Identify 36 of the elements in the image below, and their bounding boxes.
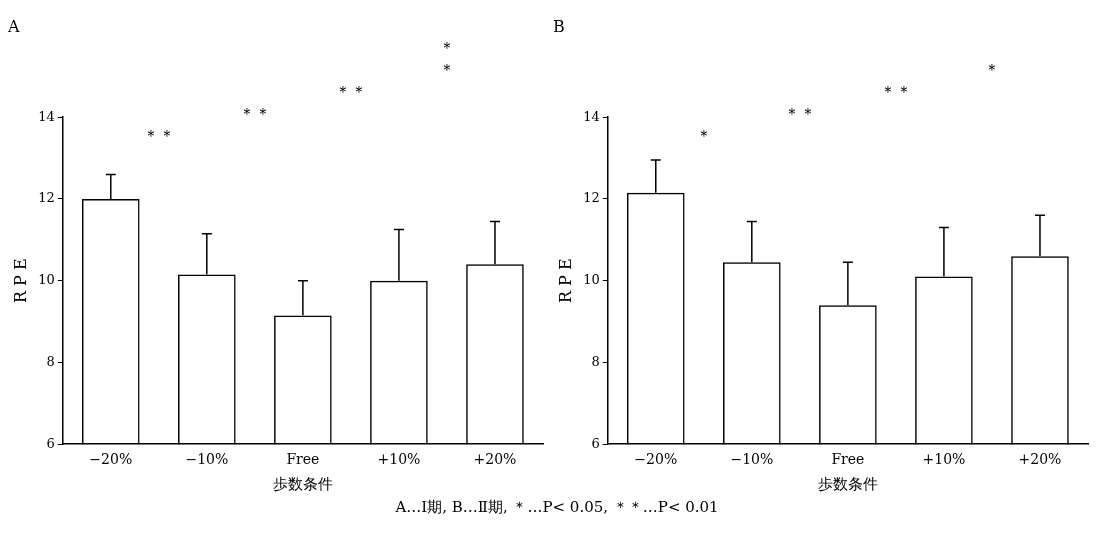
x-axis-title: 歩数条件: [272, 474, 333, 493]
text: ＊: [438, 38, 455, 58]
x-tick-label: +20%: [473, 451, 517, 468]
annotation: ＊: [695, 126, 712, 146]
y-tick-label: 8: [591, 353, 600, 369]
x-tick-label: −10%: [185, 451, 229, 468]
y-tick-label: 6: [46, 435, 55, 451]
annotation: ＊＊: [238, 104, 271, 124]
chart-title: B: [553, 16, 565, 36]
x-tick-label: −10%: [730, 451, 774, 468]
y-tick-label: 14: [583, 108, 600, 124]
y-tick-label: 8: [46, 353, 55, 369]
text: ＊＊: [334, 82, 367, 102]
x-tick-label: +10%: [377, 451, 421, 468]
x-tick-label: Free: [286, 451, 320, 468]
annotation: ＊＊: [783, 104, 816, 124]
y-tick-label: 14: [38, 108, 55, 124]
x-tick-label: −20%: [634, 451, 678, 468]
y-axis-title: R P E: [555, 258, 575, 304]
y-tick-label: 10: [583, 272, 600, 288]
text: ＊＊: [879, 82, 912, 102]
text: A…Ⅰ期, B…Ⅱ期, ＊…P< 0.05, ＊＊…P< 0.01: [394, 498, 720, 517]
y-axis-title: R P E: [10, 258, 30, 304]
annotation: ＊＊: [142, 126, 175, 146]
x-tick-label: +20%: [1018, 451, 1062, 468]
text: ＊: [438, 60, 455, 80]
x-tick-label: Free: [831, 451, 865, 468]
y-tick-label: 6: [591, 435, 600, 451]
x-tick-label: +10%: [922, 451, 966, 468]
chart-title: A: [7, 16, 20, 36]
x-axis-title: 歩数条件: [817, 474, 878, 493]
y-tick-label: 12: [583, 190, 600, 206]
text: ＊: [983, 60, 1000, 80]
x-tick-label: −20%: [89, 451, 133, 468]
y-tick-label: 12: [38, 190, 55, 206]
y-tick-label: 10: [38, 272, 55, 288]
